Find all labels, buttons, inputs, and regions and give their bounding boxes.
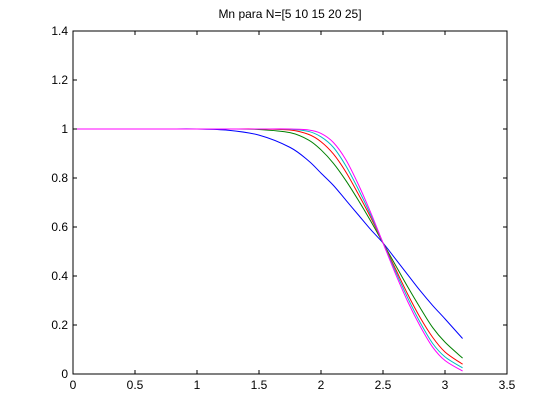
series-line-4 <box>72 128 463 369</box>
x-tick-label: 1 <box>194 378 201 392</box>
series-line-3 <box>72 128 463 365</box>
y-tick-label: 1 <box>61 122 68 136</box>
series-line-2 <box>72 128 463 359</box>
y-tick-label: 1.4 <box>51 24 68 38</box>
y-tick-label: 0.8 <box>51 171 68 185</box>
series-line-5 <box>72 128 463 372</box>
series-line-1 <box>72 128 463 339</box>
x-tick-label: 3 <box>442 378 449 392</box>
axes-box <box>72 30 508 375</box>
x-tick-label: 3.5 <box>499 378 516 392</box>
y-tick-label: 1.2 <box>51 73 68 87</box>
x-tick-label: 0 <box>70 378 77 392</box>
y-tick-label: 0.4 <box>51 269 68 283</box>
series-layer <box>72 128 463 372</box>
y-tick-label: 0.6 <box>51 220 68 234</box>
x-tick-label: 0.5 <box>127 378 144 392</box>
x-tick-label: 1.5 <box>251 378 268 392</box>
y-tick-label: 0.2 <box>51 318 68 332</box>
chart-title: Mn para N=[5 10 15 20 25] <box>218 7 361 21</box>
ticks-layer: 0 0.5 1 1.5 2 2.5 3 3.5 0 0.2 0.4 0.6 0.8 1 1.2 1.4 <box>51 24 515 392</box>
y-tick-label: 0 <box>61 367 68 381</box>
x-tick-label: 2 <box>318 378 325 392</box>
x-tick-label: 2.5 <box>375 378 392 392</box>
